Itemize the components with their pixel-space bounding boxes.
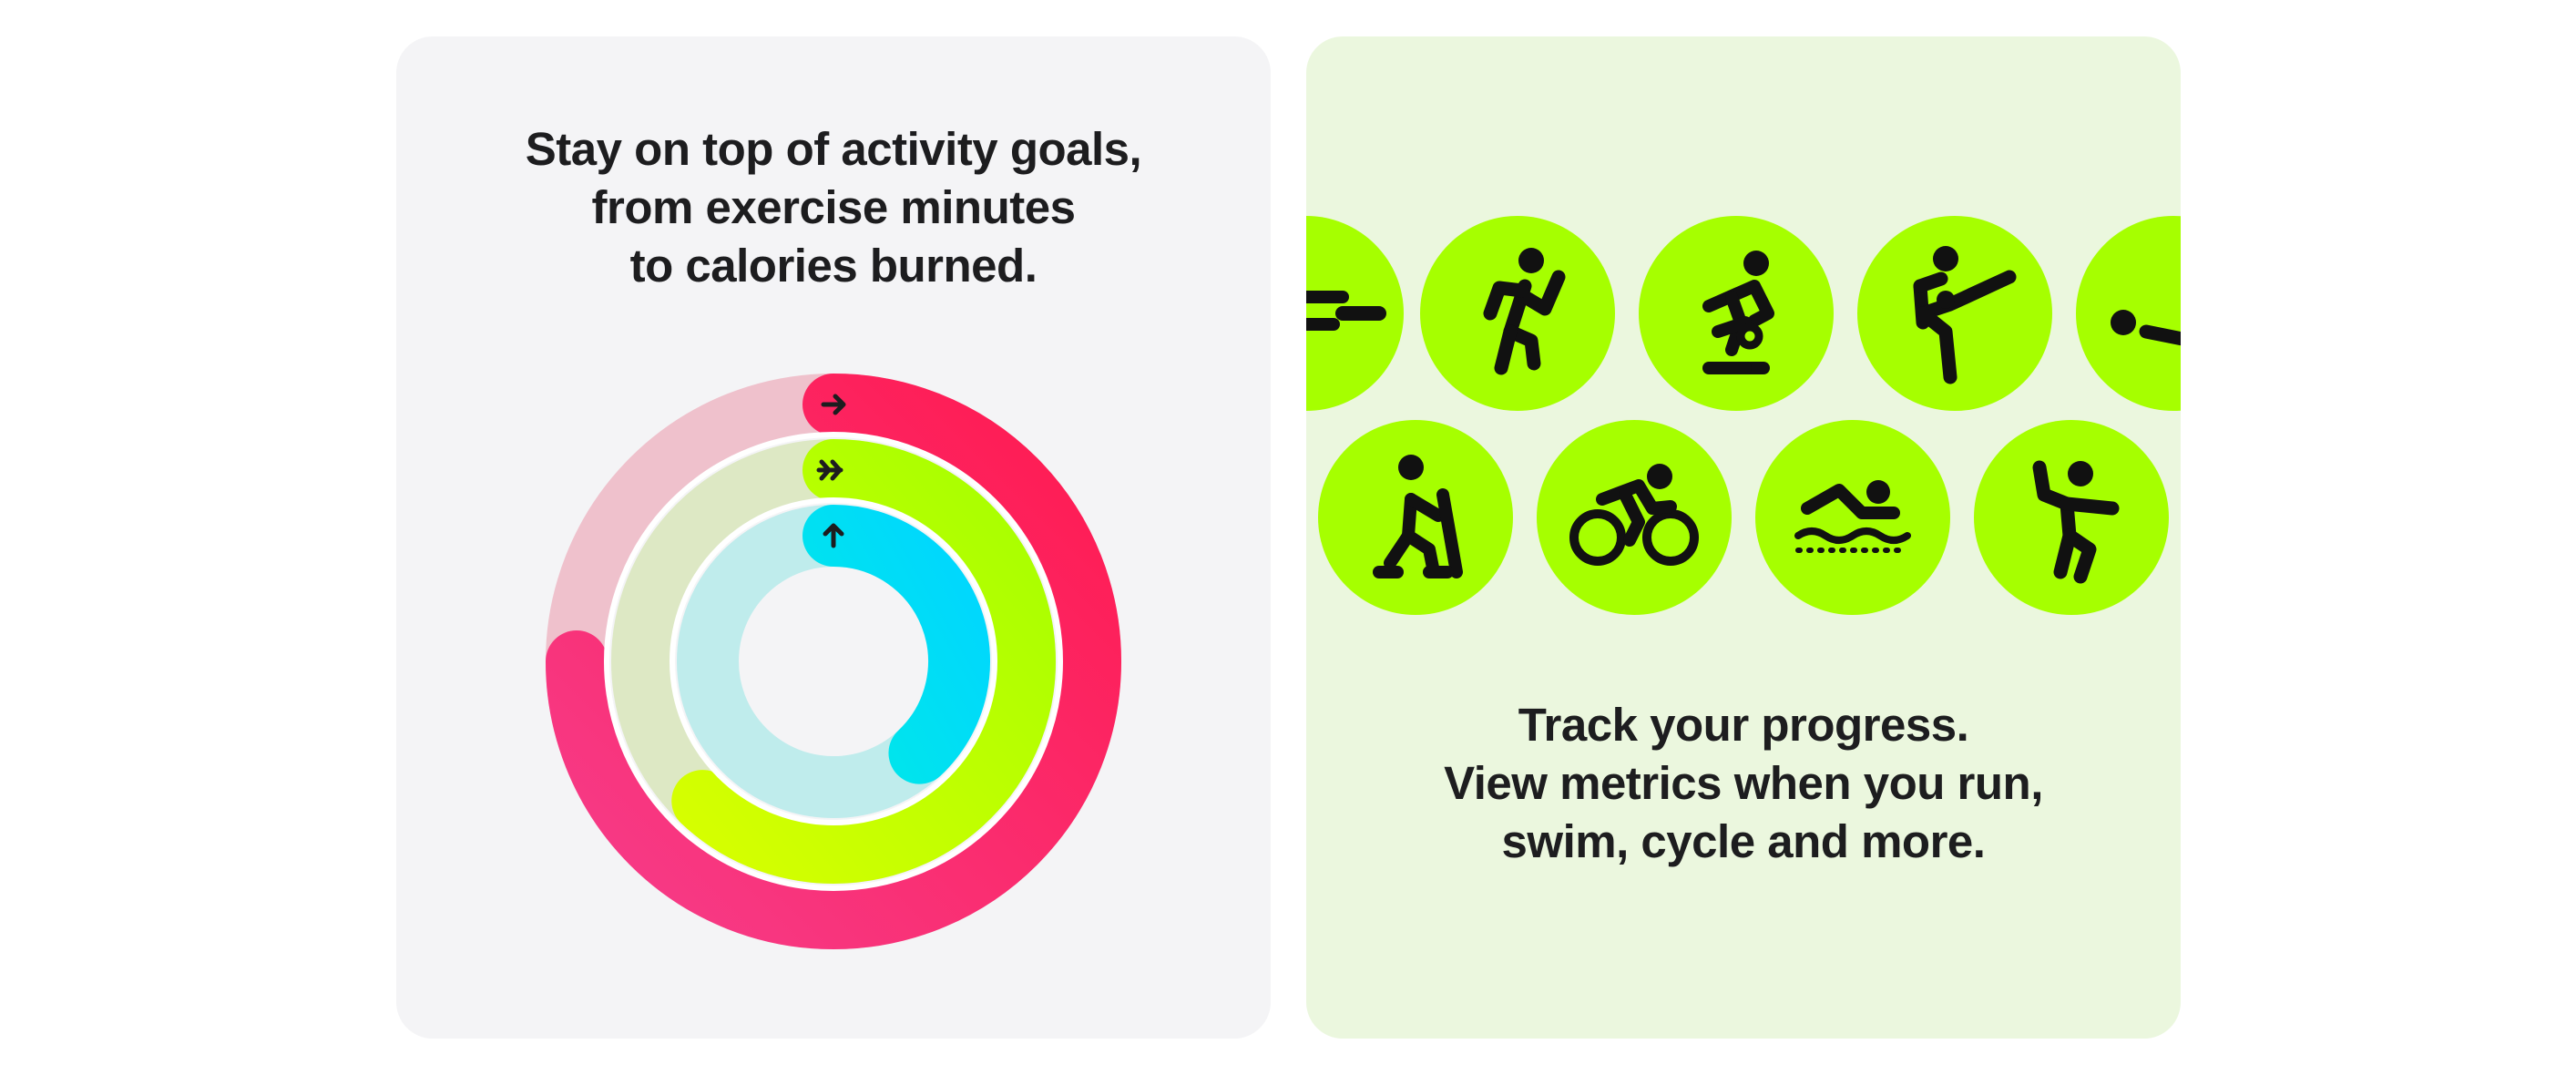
rowing-icon <box>1306 216 1404 411</box>
activity-rings-graphic <box>546 374 1121 949</box>
indoor-cycling-icon <box>1639 216 1834 411</box>
double-arrow-right-icon <box>816 459 843 481</box>
outdoor-cycling-icon <box>1537 420 1732 615</box>
running-icon <box>1420 216 1615 411</box>
swimming-icon <box>1755 420 1950 615</box>
workouts-headline-line-2: View metrics when you run, <box>1444 757 2043 809</box>
workouts-headline: Track your progress. View metrics when y… <box>1306 696 2181 871</box>
exercise-ring-gap <box>604 432 1063 891</box>
move-ring-progress <box>546 374 1121 949</box>
rings-headline-line-3: to calories burned. <box>629 240 1038 292</box>
arrow-right-icon <box>821 394 846 415</box>
workout-types-card: Track your progress. View metrics when y… <box>1306 36 2181 1039</box>
dance-icon <box>1974 420 2169 615</box>
rings-headline-line-1: Stay on top of activity goals, <box>525 123 1142 175</box>
elliptical-icon <box>1318 420 1513 615</box>
arrow-up-icon <box>823 523 844 548</box>
stand-ring-progress <box>802 505 990 784</box>
rings-headline-line-2: from exercise minutes <box>591 181 1076 233</box>
stand-ring-gap <box>670 497 997 825</box>
workouts-headline-line-1: Track your progress. <box>1518 699 1969 751</box>
kickboxing-icon <box>1857 216 2052 411</box>
activity-rings-card: Stay on top of activity goals, from exer… <box>396 36 1271 1039</box>
core-training-icon <box>2076 216 2181 411</box>
exercise-ring-progress <box>671 439 1056 884</box>
workout-icons-grid <box>1306 216 2181 615</box>
workouts-headline-line-3: swim, cycle and more. <box>1501 815 1986 867</box>
rings-headline: Stay on top of activity goals, from exer… <box>396 120 1271 295</box>
